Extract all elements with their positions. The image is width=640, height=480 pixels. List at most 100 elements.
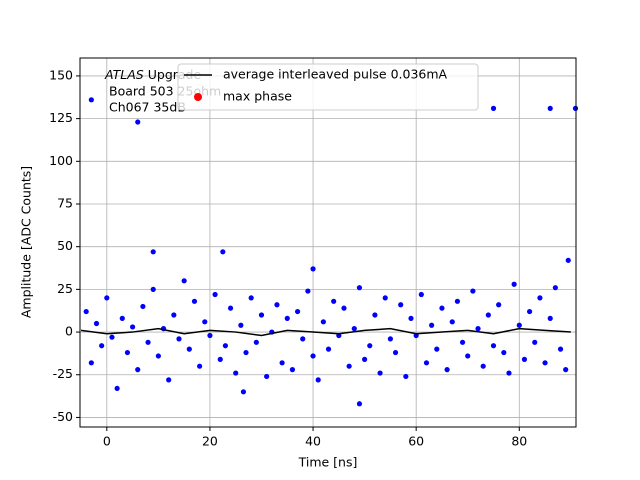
data-point [434,346,440,352]
data-point [516,322,522,328]
data-point [150,286,156,292]
data-point [258,312,265,318]
y-tick-label: 75 [57,195,73,210]
average-line [80,327,571,337]
y-tick-label: 150 [49,67,73,82]
data-point [253,339,259,345]
data-point [310,266,316,272]
data-point [325,346,332,352]
data-point [341,305,347,311]
y-tick-label: 100 [49,153,73,168]
data-point [140,303,146,310]
data-point [310,353,316,359]
data-point [181,278,187,284]
data-point [320,319,326,325]
data-point [398,302,404,308]
data-point [565,257,571,263]
data-point [233,370,239,376]
data-point [403,373,409,380]
data-point [501,349,507,356]
x-axis-label: Time [ns] [298,455,358,470]
data-point [506,370,512,376]
data-point [485,312,491,318]
y-tick-label: 25 [57,281,73,296]
data-point [99,343,105,349]
data-point [470,288,476,294]
data-point [248,295,254,301]
data-point [490,105,497,111]
data-point [83,308,89,315]
data-point [521,356,528,362]
x-tick-label: 60 [408,434,424,449]
data-point [465,353,471,359]
data-point [362,356,368,362]
data-point [537,295,543,301]
data-point [129,324,136,330]
plot-frame [79,57,577,428]
data-point [542,360,548,366]
data-point [496,302,502,308]
data-point [480,363,486,369]
data-point [356,285,363,291]
data-point [135,119,141,125]
data-point [207,332,213,339]
data-point [191,298,198,304]
data-point [423,360,430,366]
data-point [459,339,466,345]
data-point [511,281,517,287]
data-point [387,336,393,342]
data-point [212,291,218,298]
data-point [331,298,337,304]
data-point [377,370,383,376]
data-point [392,349,399,356]
data-point [346,363,352,369]
data-point [176,336,182,342]
data-point [222,343,228,349]
data-point [135,367,141,373]
data-point [547,105,553,111]
y-axis-label: Amplitude [ADC Counts] [19,166,34,318]
data-point [351,326,357,332]
data-point [490,343,497,349]
data-point [526,308,533,315]
data-point [305,288,311,294]
data-point [109,334,115,340]
data-point [186,346,192,352]
data-point [367,343,373,349]
x-tick-label: 20 [202,434,218,449]
annotation: Ch067 35dB [109,100,186,115]
data-point [449,319,455,325]
data-point [166,377,172,383]
data-point [150,249,156,255]
data-point [155,353,161,359]
data-point [532,339,538,345]
data-point [279,360,285,366]
legend-label: average interleaved pulse 0.036mA [223,67,448,82]
data-point [238,322,244,328]
data-point [220,249,226,255]
x-tick-label: 0 [103,434,111,449]
data-point [300,336,306,342]
data-point [104,295,110,301]
data-point [454,298,461,304]
data-point [429,322,435,328]
data-point [264,373,270,380]
data-point [372,312,378,318]
data-point [114,385,120,392]
data-point [418,291,424,298]
x-tick-label: 40 [305,434,321,449]
data-point [444,367,450,373]
data-point [563,367,569,373]
data-point [145,339,151,345]
data-point [274,302,280,308]
x-tick-label: 80 [511,434,527,449]
annotation-atlas: ATLAS [104,67,144,82]
data-point [197,363,203,369]
data-point [202,319,208,325]
data-point [356,401,363,407]
legend-marker [194,93,202,101]
data-point [227,305,234,311]
data-point [124,349,131,356]
data-point [475,326,481,332]
